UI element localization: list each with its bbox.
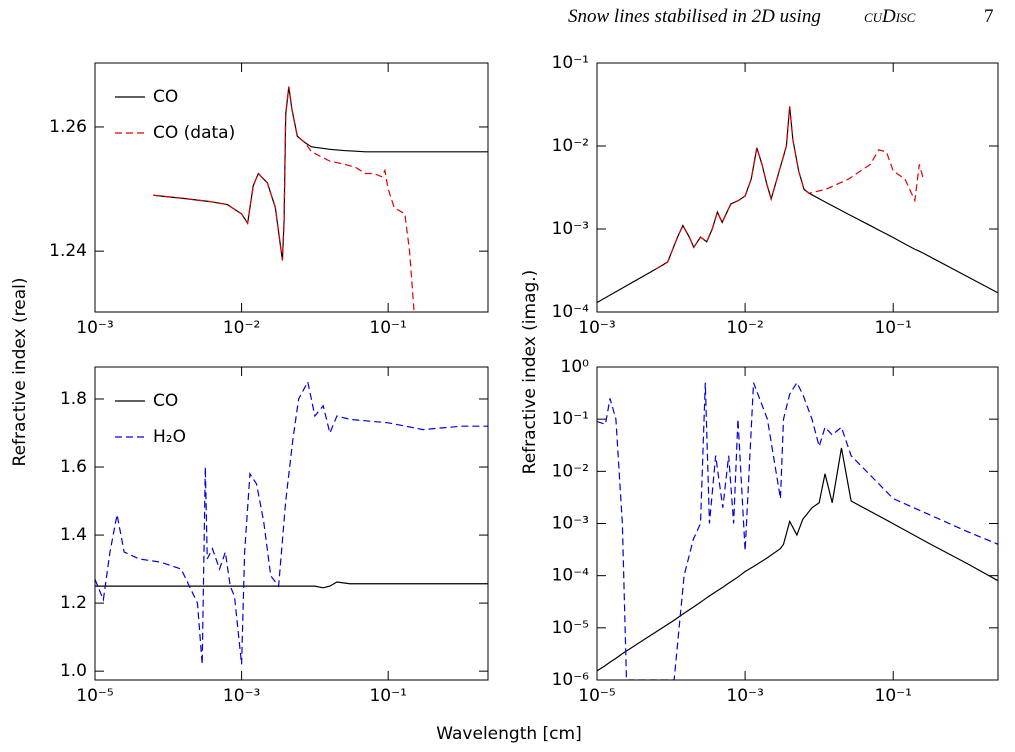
y-tick-label: 10⁻⁶ [552,670,590,690]
data-line [597,447,998,672]
y-tick-label: 10⁻¹ [552,53,589,73]
x-tick-label: 10⁻² [223,318,260,338]
x-tick-label: 10⁻³ [76,318,113,338]
data-line [95,581,488,589]
y-axis-label: Refractive index (imag.) [520,270,540,475]
y-tick-label: 1.4 [60,525,87,545]
x-tick-label: 10⁻¹ [369,686,406,706]
y-axis-label: Refractive index (real) [10,278,30,467]
x-tick-label: 10⁻¹ [875,686,912,706]
y-tick-label: 10⁻⁵ [552,618,589,638]
y-tick-label: 10⁻⁴ [552,302,590,322]
y-tick-label: 1.6 [60,457,87,477]
data-line [655,106,925,270]
plot-frame [94,366,489,681]
plot-frame [596,62,999,313]
legend-label: CO (data) [153,123,235,143]
y-tick-label: 10⁻² [552,461,589,481]
y-tick-label: 1.0 [60,661,87,681]
y-tick-label: 1.2 [60,593,87,613]
y-tick-label: 10⁻³ [552,219,589,239]
y-tick-label: 1.26 [49,117,87,137]
data-line [597,106,998,304]
page-number: 7 [984,6,994,27]
y-tick-label: 1.24 [49,241,87,261]
y-tick-label: 10⁻² [552,136,589,156]
y-tick-label: 10⁻⁴ [552,566,590,586]
legend-label: CO [153,87,178,107]
data-line [597,381,998,680]
data-line [153,86,488,261]
plot-frame [596,366,999,681]
x-tick-label: 10⁻³ [223,686,260,706]
running-title: Snow lines stabilised in 2D using [568,6,821,27]
code-name: cuDisc [864,6,916,27]
x-tick-label: 10⁻³ [726,686,763,706]
x-tick-label: 10⁻⁵ [578,686,615,706]
plot-frame [94,62,489,313]
x-tick-label: 10⁻¹ [369,318,406,338]
y-tick-label: 10⁻¹ [552,409,589,429]
x-tick-label: 10⁻³ [578,318,615,338]
y-tick-label: 1.8 [60,389,87,409]
data-line [153,86,415,311]
legend-label: CO [153,391,178,411]
x-axis-label: Wavelength [cm] [436,724,581,744]
x-tick-label: 10⁻² [726,318,763,338]
y-tick-label: 10⁻³ [552,514,589,534]
legend-label: H₂O [153,427,186,447]
x-tick-label: 10⁻¹ [874,318,911,338]
data-line [95,380,488,665]
x-tick-label: 10⁻⁵ [76,686,113,706]
y-tick-label: 10⁰ [561,357,590,377]
